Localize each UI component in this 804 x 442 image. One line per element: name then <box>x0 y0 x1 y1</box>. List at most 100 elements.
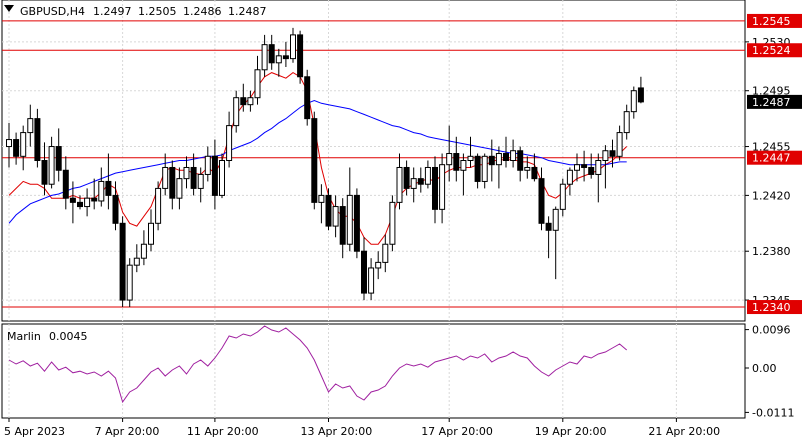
candle <box>495 146 502 189</box>
bull-candle-body <box>467 155 474 162</box>
bear-candle-body <box>105 180 112 196</box>
bull-candle-body <box>275 55 282 64</box>
candle <box>446 125 453 182</box>
marlin-plot <box>8 324 677 418</box>
candle <box>62 156 69 210</box>
candle <box>588 153 595 179</box>
dropdown-arrow-icon[interactable] <box>4 5 14 12</box>
candle <box>517 146 524 182</box>
bull-candle-body <box>332 206 339 227</box>
candle <box>290 27 296 63</box>
moving-averages <box>8 71 628 245</box>
candle <box>211 139 218 210</box>
candle <box>155 181 162 231</box>
moving-average-line <box>8 71 628 245</box>
candle <box>481 153 488 189</box>
candle <box>361 237 367 301</box>
bear-candle-body <box>453 153 460 171</box>
candle <box>510 139 517 168</box>
bull-candle-body <box>396 166 403 203</box>
bull-candle-body <box>439 164 446 210</box>
bull-candle-body <box>162 166 169 189</box>
bull-candle-body <box>389 201 396 245</box>
candle <box>77 195 83 210</box>
candle <box>460 153 467 196</box>
y-tick-label: 0.0096 <box>752 324 791 337</box>
bear-candle-body <box>325 194 332 227</box>
candle <box>574 153 580 182</box>
bear-candle-body <box>211 155 218 196</box>
bear-candle-body <box>503 153 509 162</box>
y-tick-label: 1.2495 <box>752 85 791 98</box>
bull-candle-body <box>126 264 133 301</box>
candle <box>183 156 190 189</box>
candle <box>318 184 325 224</box>
candle <box>20 125 27 171</box>
bear-candle-body <box>488 155 495 166</box>
candle <box>197 167 204 203</box>
bull-candle-body <box>424 166 431 185</box>
close-value: 1.2487 <box>228 5 267 18</box>
bear-candle-body <box>190 166 197 189</box>
low-value: 1.2486 <box>183 5 222 18</box>
bear-candle-body <box>517 150 524 171</box>
candle <box>126 258 133 308</box>
bear-candle-body <box>282 55 289 60</box>
bull-candle-body <box>204 155 211 175</box>
candle <box>204 146 211 182</box>
bull-candle-body <box>84 197 91 208</box>
candle <box>396 153 403 210</box>
candle <box>453 136 460 182</box>
bear-candle-body <box>417 178 424 185</box>
x-tick-label: 5 Apr 2023 <box>4 425 65 438</box>
candle <box>545 216 552 259</box>
level-label: 1.2340 <box>752 301 791 314</box>
candle <box>488 139 495 182</box>
candle <box>325 188 332 231</box>
candle <box>410 167 417 203</box>
candle <box>91 178 98 210</box>
bear-candle-body <box>34 118 41 161</box>
price-axis: 1.25301.24951.24551.24201.23801.23451.25… <box>745 13 802 315</box>
level-label: 1.2447 <box>752 152 791 165</box>
marlin-line <box>8 325 628 404</box>
candle <box>176 167 183 210</box>
candle <box>503 136 509 168</box>
candle <box>559 178 566 217</box>
bull-candle-body <box>460 160 467 171</box>
x-tick-label: 13 Apr 20:00 <box>301 425 373 438</box>
candle <box>55 128 62 182</box>
candle <box>432 156 438 224</box>
bull-candle-body <box>98 180 105 202</box>
level-label-box <box>747 300 802 315</box>
candle <box>346 167 353 252</box>
candle <box>566 167 573 196</box>
candle <box>368 258 375 301</box>
marlin-name: Marlin <box>7 330 41 343</box>
candle <box>105 153 112 210</box>
candle <box>27 104 34 147</box>
bull-candle-body <box>261 44 268 71</box>
bull-candle-body <box>48 146 55 185</box>
candle <box>112 181 119 231</box>
candle <box>34 108 41 168</box>
bear-candle-body <box>588 166 595 175</box>
candle <box>282 41 289 67</box>
y-tick-label: 0.00 <box>752 362 777 375</box>
level-label-box <box>747 43 802 58</box>
bull-candle-body <box>176 178 183 199</box>
level-label: 1.2524 <box>752 44 791 57</box>
horizontal-levels <box>2 20 745 308</box>
x-tick-label: 11 Apr 20:00 <box>187 425 259 438</box>
bear-candle-body <box>545 222 552 231</box>
candle <box>140 230 147 266</box>
candle <box>403 160 410 196</box>
bull-candle-body <box>20 132 27 157</box>
candle <box>424 160 431 189</box>
candle <box>616 125 623 161</box>
x-tick-label: 17 Apr 20:00 <box>421 425 493 438</box>
bear-candle-body <box>41 160 48 185</box>
bull-candle-body <box>382 243 389 263</box>
